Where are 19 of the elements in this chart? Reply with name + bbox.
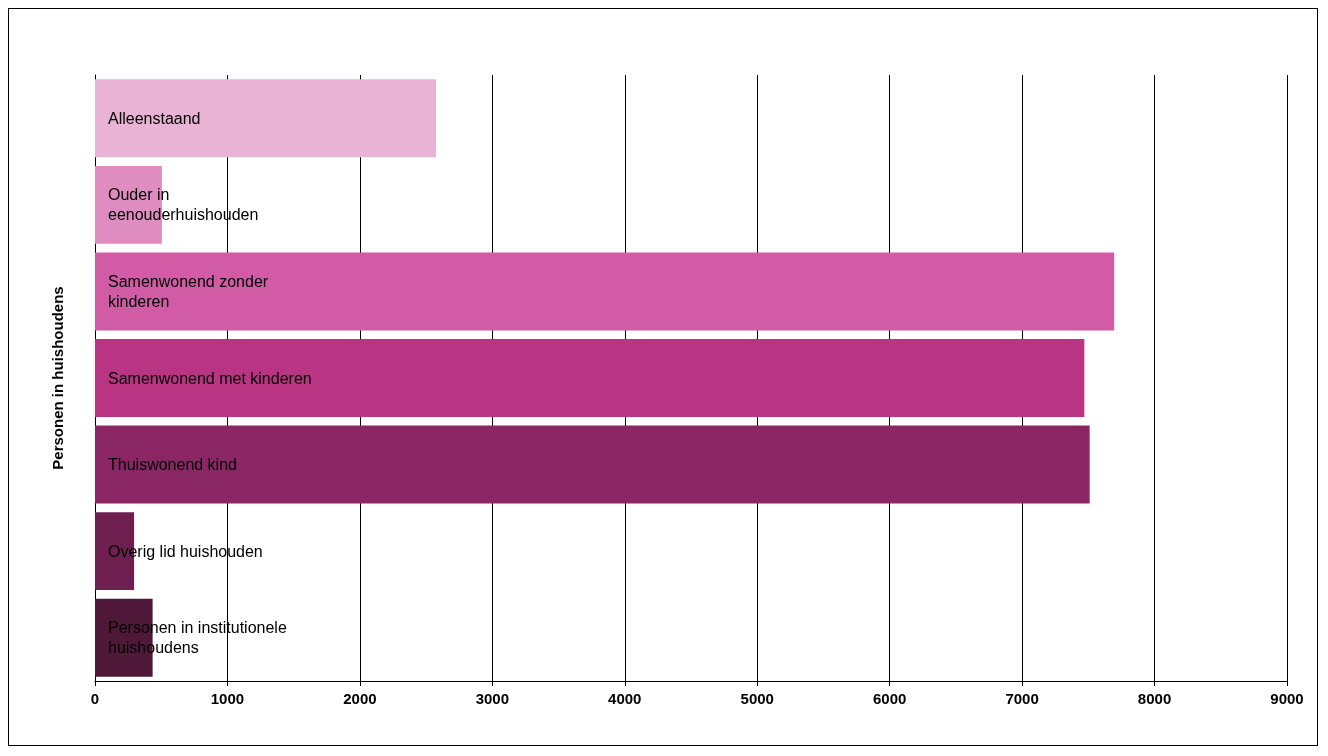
y-axis-title: Personen in huishoudens [49, 286, 66, 470]
x-tick-label: 4000 [608, 690, 642, 707]
y-tick-label: Thuiswonend kind [108, 456, 237, 474]
bar [95, 79, 437, 158]
x-tick-label: 3000 [475, 690, 510, 707]
y-tick-label: Alleenstaand [108, 109, 201, 127]
x-tick-label: 6000 [872, 690, 907, 707]
x-tick-label: 0 [90, 690, 100, 707]
x-tick-label: 5000 [740, 690, 774, 707]
x-tick-label: 8000 [1137, 690, 1172, 707]
y-tick-label: Samenwonend met kinderen [108, 369, 312, 387]
bar [95, 425, 1090, 504]
x-tick-label: 7000 [1005, 690, 1039, 707]
bar [95, 252, 1115, 331]
y-tick-label: Samenwonend zonder kinderen [108, 272, 273, 310]
bar [95, 339, 1085, 417]
x-tick-label: 2000 [343, 690, 377, 707]
x-tick-label: 9000 [1270, 690, 1304, 707]
x-tick-label: 1000 [210, 690, 245, 707]
